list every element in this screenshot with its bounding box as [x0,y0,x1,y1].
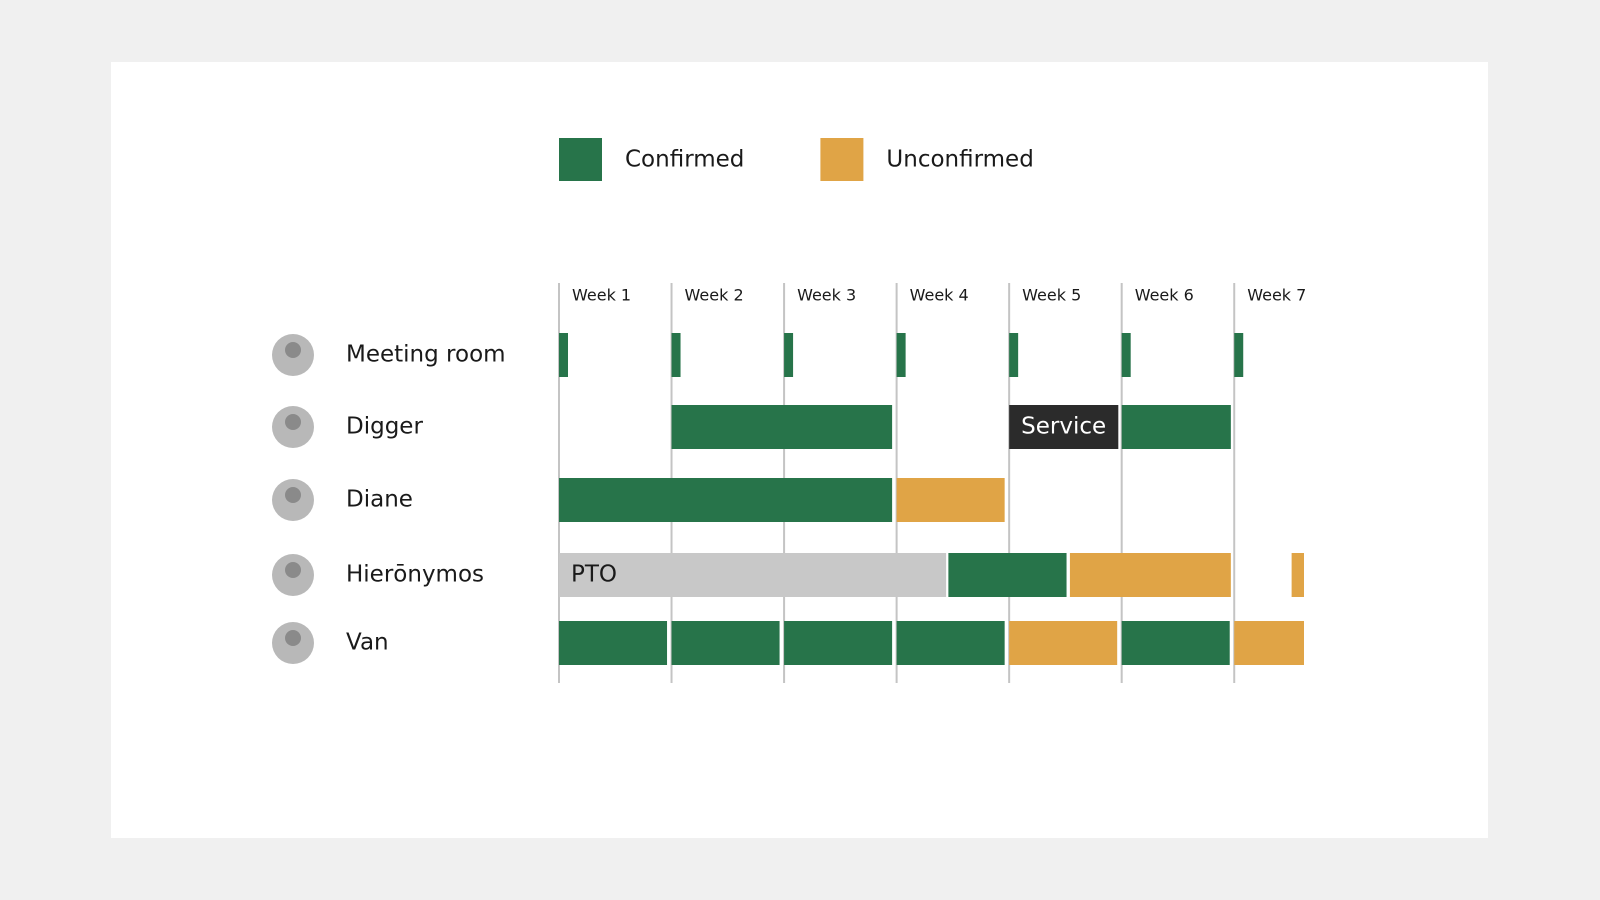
booking-bar [784,333,794,377]
booking-bar [1009,621,1118,665]
bar-label: PTO [571,562,617,588]
booking-bar [559,621,668,665]
booking-bar [1121,333,1131,377]
booking-bar [1069,553,1231,597]
booking-bar [784,621,893,665]
avatar-head [285,630,301,646]
legend-swatch [559,138,602,181]
booking-bar [559,553,947,597]
avatar-head [285,487,301,503]
booking-bar [896,621,1005,665]
booking-bar [1234,333,1244,377]
week-label: Week 7 [1247,286,1306,305]
booking-bar [559,478,893,522]
booking-bar [1121,621,1230,665]
booking-bar [896,478,1005,522]
week-label: Week 2 [685,286,744,305]
legend-label: Confirmed [625,147,744,173]
avatar-head [285,414,301,430]
row-name: Meeting room [346,342,506,368]
week-label: Week 1 [572,286,631,305]
booking-bar [1234,621,1304,665]
week-label: Week 5 [1022,286,1081,305]
avatar-head [285,342,301,358]
row-name: Diane [346,487,413,513]
row-name: Digger [346,414,423,440]
booking-bar [1291,553,1304,597]
booking-bar [1009,333,1019,377]
bar-label: Service [1021,414,1106,440]
booking-bar [948,553,1067,597]
week-label: Week 6 [1135,286,1194,305]
legend-swatch [820,138,864,181]
card [111,62,1488,838]
booking-bar [671,405,893,449]
booking-bar [1009,405,1119,449]
week-label: Week 3 [797,286,856,305]
avatar-head [285,562,301,578]
week-label: Week 4 [910,286,969,305]
legend-label: Unconfirmed [886,147,1033,173]
booking-bar [671,621,780,665]
booking-bar [896,333,906,377]
row-name: Hierōnymos [346,562,484,588]
booking-bar [1121,405,1231,449]
booking-bar [671,333,681,377]
booking-bar [559,333,569,377]
row-name: Van [346,630,389,656]
